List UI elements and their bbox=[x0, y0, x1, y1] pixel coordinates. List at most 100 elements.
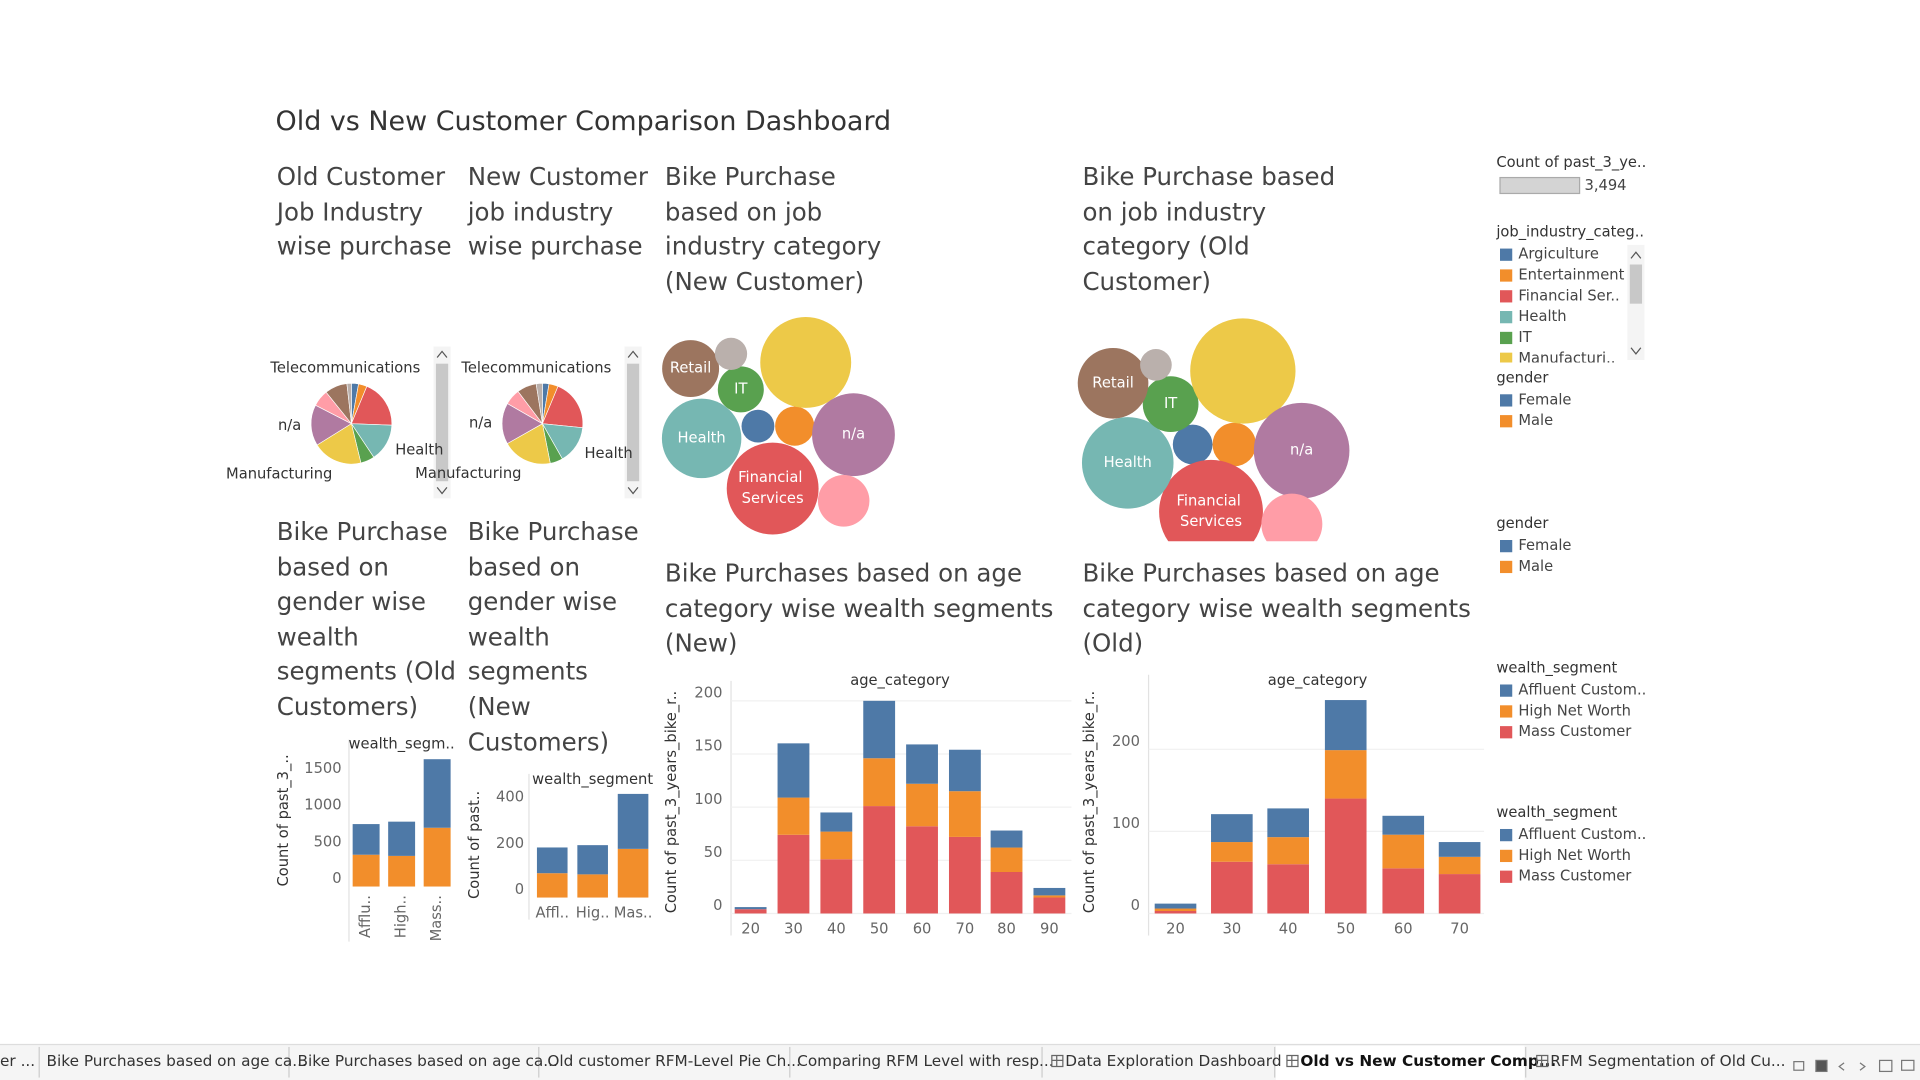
bubble bbox=[1190, 318, 1296, 424]
bar-segment bbox=[777, 743, 810, 798]
x-tick-label: 40 bbox=[1279, 920, 1298, 937]
y-tick-label: 100 bbox=[694, 791, 722, 808]
legend-swatch bbox=[1500, 248, 1513, 261]
pie-label: Telecommunications bbox=[269, 360, 420, 377]
x-tick-label: 30 bbox=[1222, 920, 1241, 937]
x-tick-label: High.. bbox=[393, 895, 410, 938]
panel-title: Bike Purchase based on gender wise wealt… bbox=[276, 516, 456, 722]
panel-title: Bike Purchases based on age category wis… bbox=[664, 558, 1054, 658]
legend-swatch bbox=[1500, 870, 1513, 883]
x-tick-label: Mass.. bbox=[428, 895, 445, 941]
size-legend-bar bbox=[1499, 176, 1581, 195]
y-axis-title: Count of past_3_years_bike_r.. bbox=[1081, 691, 1098, 913]
tab[interactable]: er ... bbox=[0, 1052, 35, 1070]
bubble bbox=[1212, 422, 1257, 467]
bar-chart: 0 100 200 age_category Count of past_3_years… bbox=[1081, 672, 1485, 937]
bar-segment bbox=[1324, 750, 1367, 799]
tab[interactable]: Old customer RFM-Level Pie Ch... bbox=[547, 1052, 801, 1070]
x-tick-label: 60 bbox=[913, 920, 932, 937]
active-tab bbox=[1275, 1045, 1525, 1080]
y-tick-label: 200 bbox=[694, 684, 722, 701]
nav-icons[interactable] bbox=[1793, 1059, 1915, 1073]
x-axis-title: age_category bbox=[1268, 672, 1368, 689]
bar-segment bbox=[388, 855, 416, 887]
tab[interactable]: Bike Purchases based on age ca... bbox=[47, 1052, 307, 1070]
panel-title: Bike Purchase based on job industry cate… bbox=[1082, 161, 1336, 297]
panel-title: Bike Purchase based on gender wise wealt… bbox=[467, 516, 639, 757]
legend-item: Entertainment bbox=[1518, 267, 1624, 284]
bar-segment bbox=[777, 797, 810, 835]
bar-segment bbox=[1382, 868, 1425, 914]
x-tick-label: Mas.. bbox=[614, 904, 653, 921]
tab[interactable]: Data Exploration Dashboard bbox=[1065, 1052, 1281, 1070]
x-tick-label: 30 bbox=[784, 920, 803, 937]
legend-item: Female bbox=[1518, 391, 1571, 408]
bar-segment bbox=[990, 830, 1023, 848]
x-tick-label: 20 bbox=[1166, 920, 1185, 937]
y-tick-label: 0 bbox=[713, 897, 722, 914]
bar-segment bbox=[423, 759, 451, 828]
tab-bar bbox=[0, 1044, 1920, 1080]
y-tick-label: 1500 bbox=[304, 760, 341, 777]
pie-label: Manufacturing bbox=[226, 466, 332, 483]
bubble bbox=[662, 340, 720, 398]
tab[interactable]: Comparing RFM Level with resp... bbox=[797, 1052, 1054, 1070]
bar-segment bbox=[1382, 815, 1425, 835]
x-axis-title: wealth_segment bbox=[532, 771, 653, 788]
legend-item: Mass Customer bbox=[1518, 723, 1632, 740]
bar-segment bbox=[1438, 874, 1481, 914]
legend-item: Male bbox=[1518, 412, 1553, 429]
y-tick-label: 0 bbox=[1131, 897, 1140, 914]
scrollbar[interactable] bbox=[433, 346, 451, 499]
bar-segment bbox=[734, 907, 767, 910]
bar-segment bbox=[863, 758, 896, 807]
bar-segment bbox=[1267, 864, 1309, 914]
y-axis-title: Count of past_3_.. bbox=[275, 754, 292, 886]
pie-slice bbox=[535, 382, 543, 424]
y-tick-label: 200 bbox=[496, 835, 524, 852]
bar-segment bbox=[1211, 861, 1253, 914]
y-tick-label: 0 bbox=[332, 870, 341, 887]
bar-segment bbox=[1154, 908, 1197, 912]
y-tick-label: 500 bbox=[314, 833, 342, 850]
bar-segment bbox=[1033, 887, 1066, 896]
pie-label: n/a bbox=[278, 417, 301, 434]
legend-swatch bbox=[1500, 394, 1513, 407]
legend-item: Health bbox=[1518, 308, 1566, 325]
pie-slice bbox=[316, 423, 362, 465]
x-tick-label: 50 bbox=[1336, 920, 1355, 937]
bar-segment bbox=[352, 854, 380, 887]
legend-item: Argiculture bbox=[1518, 246, 1599, 263]
legend-scrollbar[interactable] bbox=[1627, 244, 1645, 361]
tab[interactable]: RFM Segmentation of Old Cu... bbox=[1550, 1052, 1785, 1070]
legend-item: Mass Customer bbox=[1518, 868, 1632, 885]
bar-chart: 0 50 100 150 200 age_category Count of past_3_… bbox=[663, 672, 1072, 937]
bubble bbox=[1172, 424, 1213, 465]
legend-swatch bbox=[1500, 849, 1513, 863]
bubble bbox=[1159, 459, 1263, 542]
legend-title: job_industry_categ.. bbox=[1495, 224, 1644, 241]
tab[interactable]: Bike Purchases based on age ca... bbox=[298, 1052, 558, 1070]
legend-item: Affluent Custom.. bbox=[1518, 826, 1646, 843]
y-tick-label: 200 bbox=[1112, 733, 1140, 750]
pie-label: Manufacturing bbox=[415, 465, 521, 482]
bubble bbox=[1253, 402, 1350, 499]
bubble-label: IT bbox=[734, 380, 748, 397]
bar-segment bbox=[948, 791, 981, 837]
bar-segment bbox=[863, 806, 896, 914]
bar-segment bbox=[820, 812, 853, 832]
tab[interactable]: Old vs New Customer Comp... bbox=[1300, 1052, 1556, 1070]
legend-title: Count of past_3_ye.. bbox=[1496, 154, 1646, 171]
legend-swatch bbox=[1500, 290, 1513, 303]
bubble bbox=[817, 475, 870, 527]
tabs: er ... Bike Purchases based on age ca...B… bbox=[0, 1045, 1786, 1080]
bubble bbox=[1261, 493, 1323, 542]
y-tick-label: 100 bbox=[1112, 815, 1140, 832]
scrollbar[interactable] bbox=[624, 346, 642, 499]
bubble bbox=[1140, 349, 1172, 381]
pie: Health Manufacturing n/a Telecommunications bbox=[226, 360, 443, 483]
legend-item: Female bbox=[1518, 537, 1571, 554]
panel-title: Bike Purchase based on job industry cate… bbox=[664, 161, 882, 297]
